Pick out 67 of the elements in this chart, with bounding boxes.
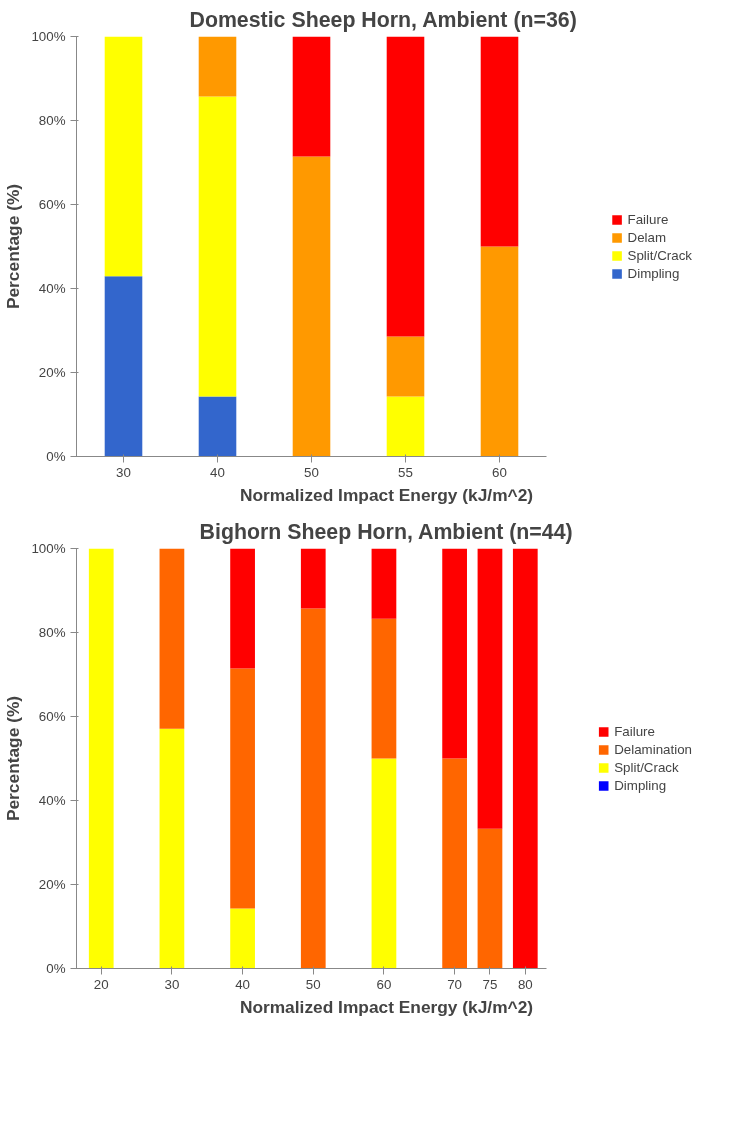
y-tick-label: 20% (38, 877, 66, 892)
bar (371, 548, 397, 619)
bar (442, 548, 467, 759)
x-tick-label: 30 (164, 976, 180, 992)
bar (386, 36, 425, 337)
chart-title: Domestic Sheep Horn, Ambient (n=36) (189, 7, 577, 32)
bar (477, 828, 503, 969)
chart-title: Bighorn Sheep Horn, Ambient (n=44) (199, 519, 573, 544)
legend-label: Split/Crack (614, 759, 679, 775)
bar (292, 156, 331, 457)
bar (371, 618, 397, 759)
y-tick-label: 0% (46, 449, 66, 464)
y-tick-label: 60% (38, 709, 66, 724)
bar (386, 336, 425, 397)
bar (104, 276, 143, 457)
legend-label: Dimpling (627, 265, 680, 281)
y-tick-label: 100% (31, 29, 66, 44)
y-tick-label: 60% (38, 197, 66, 212)
y-tick-label: 40% (38, 793, 66, 808)
y-axis-title: Percentage (%) (3, 183, 24, 310)
bar (88, 548, 114, 969)
bar (300, 608, 326, 969)
x-tick-label: 70 (447, 976, 463, 992)
y-tick-label: 40% (38, 281, 66, 296)
legend-label: Failure (614, 723, 655, 739)
bar (198, 36, 237, 97)
bar (230, 908, 255, 969)
bar (480, 36, 519, 247)
y-tick-label: 20% (38, 365, 66, 380)
x-tick-label: 50 (304, 464, 319, 480)
x-tick-label: 60 (492, 464, 507, 480)
y-tick-label: 0% (46, 961, 66, 976)
legend-label: Dimpling (614, 777, 667, 793)
legend-label: Split/Crack (627, 247, 692, 263)
bar (386, 396, 425, 457)
bar (371, 758, 397, 969)
bar (159, 548, 185, 729)
bar (230, 668, 255, 909)
y-tick-label: 80% (38, 113, 66, 128)
bar (512, 548, 538, 969)
y-tick-label: 100% (31, 541, 66, 556)
y-tick-label: 80% (38, 625, 66, 640)
bar (230, 548, 255, 669)
y-axis-title: Percentage (%) (3, 695, 24, 822)
x-tick-label: 60 (376, 976, 392, 992)
bar (477, 548, 503, 829)
bar (198, 396, 237, 457)
bar (480, 246, 519, 457)
legend-label: Failure (627, 211, 669, 227)
legend-label: Delam (627, 229, 667, 245)
bar (159, 728, 185, 969)
x-tick-label: 80 (517, 976, 533, 992)
x-tick-label: 30 (116, 464, 131, 480)
bar (104, 36, 143, 277)
bar (300, 548, 326, 609)
bar (198, 96, 237, 397)
x-tick-label: 75 (482, 976, 498, 992)
x-tick-label: 20 (93, 976, 109, 992)
legend-label: Delamination (614, 741, 692, 757)
x-tick-label: 40 (235, 976, 251, 992)
x-axis-title: Normalized Impact Energy (kJ/m^2) (239, 996, 534, 1017)
x-axis-title: Normalized Impact Energy (kJ/m^2) (239, 484, 534, 505)
x-tick-label: 40 (210, 464, 225, 480)
x-tick-label: 50 (305, 976, 321, 992)
bar (292, 36, 331, 157)
x-tick-label: 55 (398, 464, 413, 480)
bar (442, 758, 467, 969)
